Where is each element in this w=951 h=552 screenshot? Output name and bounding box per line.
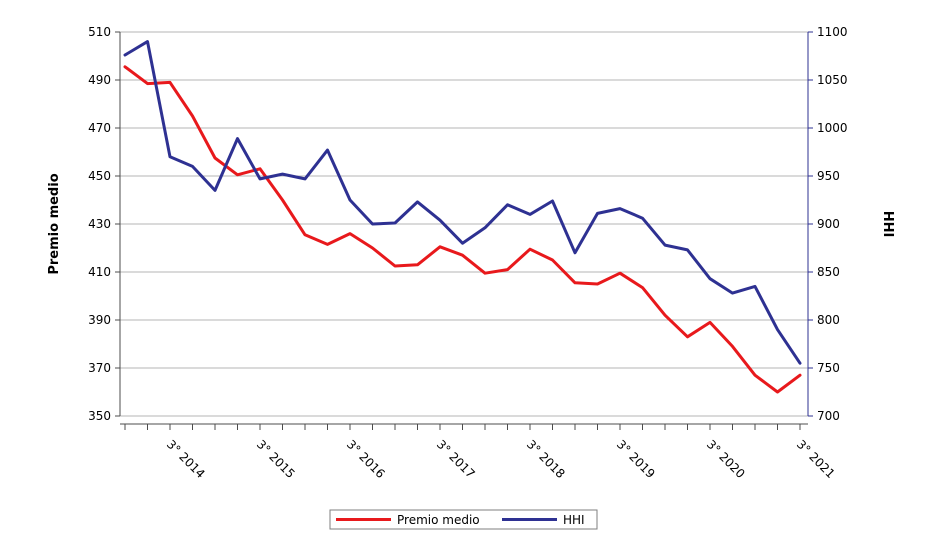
x-tick-label: 3° 2020 <box>704 437 748 481</box>
x-tick-label: 3° 2018 <box>524 437 568 481</box>
y2-tick-label: 850 <box>817 265 840 279</box>
y2-tick-label: 750 <box>817 361 840 375</box>
y2-tick-label: 1000 <box>817 121 848 135</box>
right-axis-ticks: 700 750 800 850 900 950 1000 1050 1100 <box>808 25 848 423</box>
y-tick-label: 410 <box>88 265 111 279</box>
y-tick-label: 350 <box>88 409 111 423</box>
y2-tick-label: 800 <box>817 313 840 327</box>
y2-tick-label: 1050 <box>817 73 848 87</box>
x-axis-ticks: 3° 2014 3° 2015 3° 2016 3° 2017 3° 2018 3° 20… <box>124 424 838 481</box>
legend-box <box>329 509 598 530</box>
x-tick-label: 3° 2016 <box>344 437 388 481</box>
y2-tick-label: 1100 <box>817 25 848 39</box>
legend: Premio medio HHI <box>329 509 598 530</box>
series-line-premio-medio <box>123 65 802 394</box>
y-tick-label: 450 <box>88 169 111 183</box>
left-axis-ticks: 350 370 390 410 430 450 470 490 510 <box>88 25 120 423</box>
y-tick-label: 370 <box>88 361 111 375</box>
x-tick-label: 3° 2014 <box>164 437 208 481</box>
y-tick-label: 470 <box>88 121 111 135</box>
y-axis-title: Premio medio <box>47 173 62 274</box>
y2-tick-label: 900 <box>817 217 840 231</box>
y-tick-label: 490 <box>88 73 111 87</box>
grid-lines <box>120 31 808 417</box>
x-tick-label: 3° 2019 <box>614 437 658 481</box>
y2-axis-title: HHI <box>880 211 895 238</box>
legend-label-hhi: HHI <box>563 513 585 527</box>
x-tick-label: 3° 2017 <box>434 437 478 481</box>
y-tick-label: 390 <box>88 313 111 327</box>
y-tick-label: 510 <box>88 25 111 39</box>
y2-tick-label: 950 <box>817 169 840 183</box>
x-tick-label: 3° 2021 <box>794 437 838 481</box>
series-layer <box>123 40 802 394</box>
y-tick-label: 430 <box>88 217 111 231</box>
y2-tick-label: 700 <box>817 409 840 423</box>
legend-label-premio-medio: Premio medio <box>397 513 480 527</box>
x-tick-label: 3° 2015 <box>254 437 298 481</box>
series-line-hhi <box>123 40 802 365</box>
